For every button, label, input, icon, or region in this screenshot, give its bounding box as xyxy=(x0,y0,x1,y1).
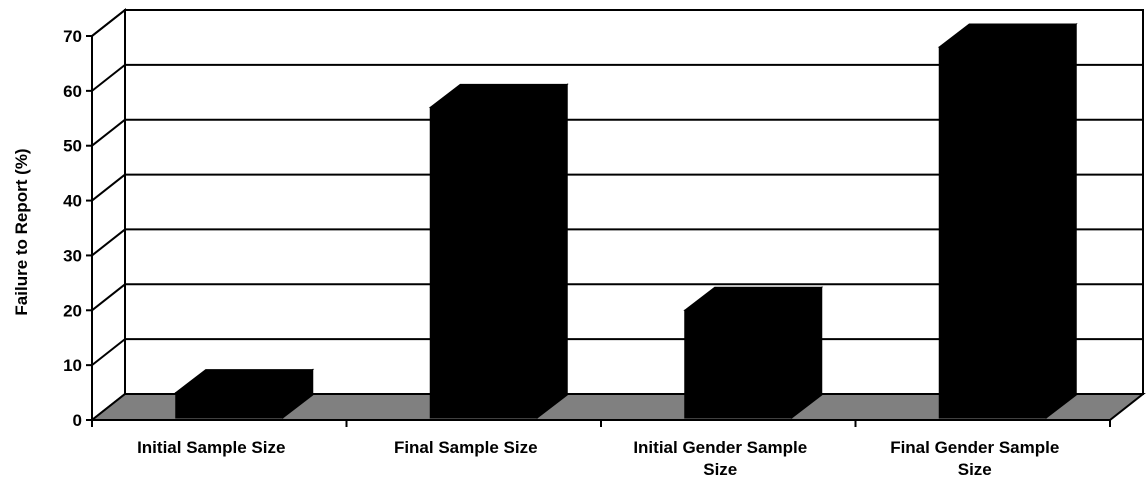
gridline-side xyxy=(91,118,126,147)
x-category-label: Initial Sample Size xyxy=(137,438,285,457)
gridline-side xyxy=(91,173,126,202)
y-tick-label: 40 xyxy=(63,192,82,211)
bar-front xyxy=(938,46,1047,419)
x-category-label-line: Initial Gender Sample xyxy=(633,438,807,457)
x-category-label-line: Final Sample Size xyxy=(394,438,538,457)
bar-top xyxy=(174,369,315,394)
bar-front xyxy=(684,309,793,419)
bar-side xyxy=(536,83,568,420)
gridline-side xyxy=(91,228,126,257)
y-tick-label: 0 xyxy=(73,411,82,430)
side-wall xyxy=(91,7,126,423)
bar-top xyxy=(428,83,569,108)
x-category-label: Final Sample Size xyxy=(394,438,538,457)
x-axis-labels: Initial Sample Size Final Sample Size Init… xyxy=(137,438,1059,479)
gridline-side xyxy=(91,64,126,92)
x-category-label-line: Initial Sample Size xyxy=(137,438,285,457)
bar xyxy=(937,22,1078,420)
x-category-label: Final Gender Sample Size xyxy=(890,438,1059,479)
y-tick-label: 10 xyxy=(63,356,82,375)
y-tick-label: 60 xyxy=(63,82,82,101)
bar-front xyxy=(429,106,538,419)
y-tick-label: 20 xyxy=(63,301,82,320)
y-tick-label: 50 xyxy=(63,137,82,156)
axes xyxy=(91,36,1111,427)
bar-side xyxy=(1045,22,1077,420)
bar xyxy=(428,83,569,420)
y-tick-label: 70 xyxy=(63,27,82,46)
x-category-label: Initial Gender Sample Size xyxy=(633,438,807,479)
bar-top xyxy=(683,286,824,311)
bar-top xyxy=(937,23,1078,48)
x-category-label-line: Size xyxy=(703,460,737,479)
y-axis-ticks: 0 10 20 30 40 50 60 70 xyxy=(63,27,92,430)
x-category-label-line: Final Gender Sample xyxy=(890,438,1059,457)
gridline-side xyxy=(91,338,126,366)
x-category-label-line: Size xyxy=(958,460,992,479)
bars xyxy=(174,22,1078,420)
y-tick-label: 30 xyxy=(63,246,82,265)
bar xyxy=(174,368,315,420)
y-axis-title: Failure to Report (%) xyxy=(12,148,31,315)
bar xyxy=(683,286,824,420)
gridline-side xyxy=(91,283,126,312)
bar-front xyxy=(175,392,284,419)
gridline-side xyxy=(91,9,126,37)
